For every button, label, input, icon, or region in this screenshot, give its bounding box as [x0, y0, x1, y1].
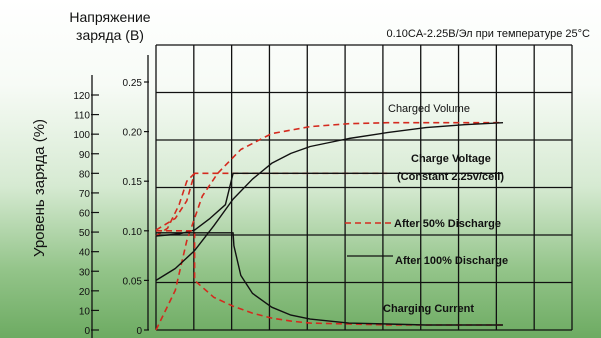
- left-axis-tick-label: 20: [79, 287, 91, 298]
- legend-dashed-label: After 50% Discharge: [394, 218, 501, 230]
- left-axis-tick-label: 70: [79, 189, 91, 200]
- axes: 0 10 20 30 40 50 60 70 80 90 100 110 120 0 0.05 0.10 0.1…: [73, 55, 149, 338]
- left-axis-tick-label: 120: [73, 91, 90, 102]
- legend-solid-label: After 100% Discharge: [395, 255, 508, 267]
- mid-axis-tick-label: 0.25: [123, 78, 143, 89]
- series-line: [155, 172, 196, 237]
- series-line: [156, 230, 503, 326]
- left-axis-tick-label: 10: [79, 306, 91, 317]
- left-axis-tick-label: 50: [79, 228, 91, 239]
- mid-axis-title-line2: заряда (В): [76, 27, 144, 43]
- mid-axis-tick-label: 0.05: [123, 276, 143, 287]
- series-line: [155, 122, 504, 281]
- annotation-charge-voltage: Charge Voltage: [411, 153, 491, 165]
- annotation-charge-voltage-sub: (Constant 2.25v/cell): [397, 171, 504, 183]
- series-line: [156, 232, 503, 326]
- mid-axis-tick-label: 0: [136, 326, 142, 337]
- left-axis-tick-label: 90: [79, 150, 91, 161]
- series-group: [155, 121, 504, 331]
- left-axis-title: Уровень заряда (%): [31, 119, 48, 257]
- mid-axis-tick-label: 0.10: [123, 227, 143, 238]
- mid-axis-title-line1: Напряжение: [69, 9, 150, 25]
- chart-title: 0.10CA-2.25В/Эл при температуре 25°C: [386, 28, 590, 40]
- series-line: [155, 172, 503, 237]
- left-axis-tick-label: 0: [84, 326, 90, 337]
- series-line: [155, 121, 503, 331]
- left-axis-tick-label: 40: [79, 248, 91, 259]
- series-line: [155, 172, 388, 231]
- left-axis-tick-label: 60: [79, 209, 91, 220]
- mid-axis-tick-label: 0.15: [123, 177, 143, 188]
- annotation-charged-volume: Charged Volume: [388, 103, 470, 115]
- left-axis-tick-label: 100: [73, 130, 90, 141]
- grid: [155, 44, 573, 331]
- left-axis-tick-label: 110: [74, 111, 90, 122]
- mid-axis-tick-label: 0.20: [123, 128, 143, 139]
- annotation-charging-current: Charging Current: [383, 303, 474, 315]
- left-axis-tick-label: 80: [79, 169, 91, 180]
- left-axis-tick-label: 30: [79, 267, 91, 278]
